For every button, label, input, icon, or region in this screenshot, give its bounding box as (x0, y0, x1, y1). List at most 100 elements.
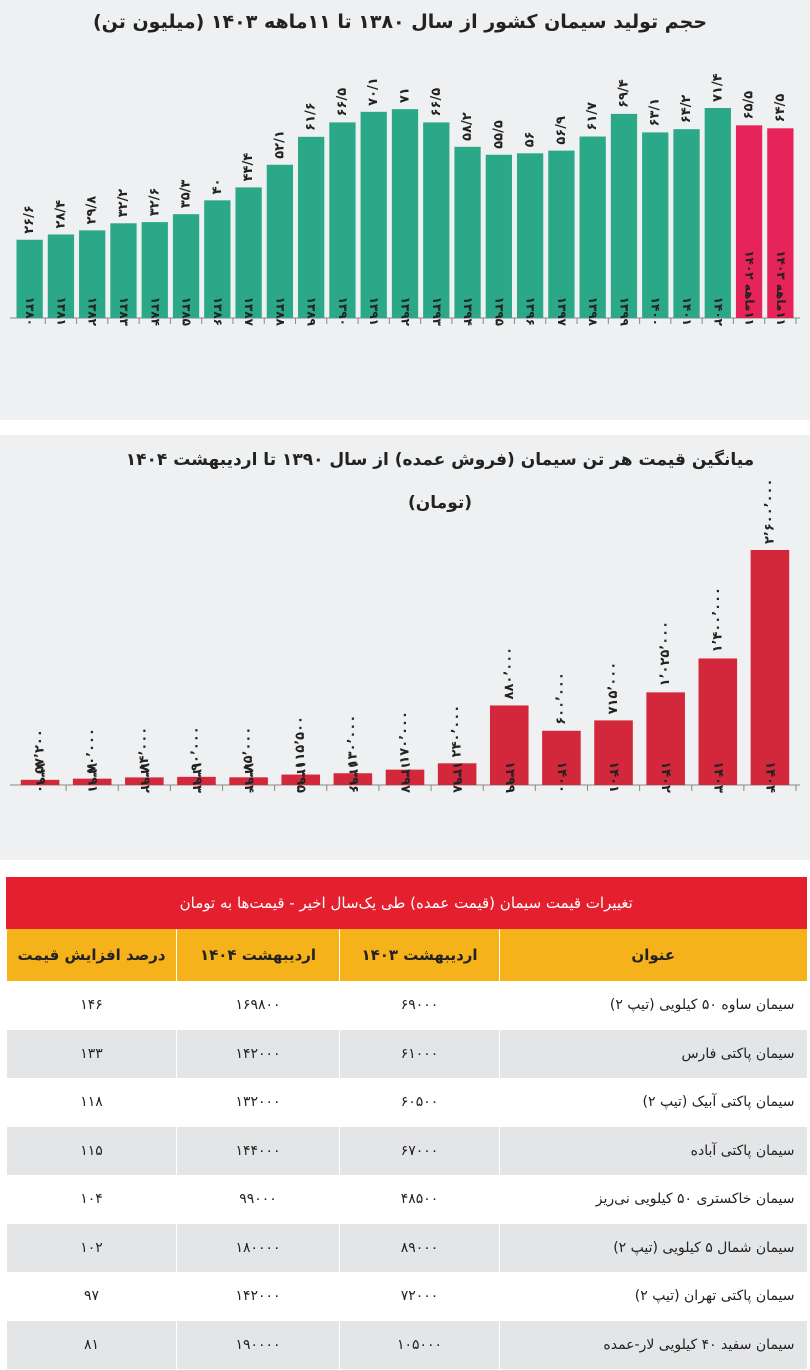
x-tick-label: ۱۴۰۱ (606, 761, 621, 793)
cell: ۱۸۰۰۰۰ (176, 1223, 340, 1272)
value-label: ۸۸۰٬۰۰۰ (502, 647, 517, 700)
table-body: سیمان ساوه ۵۰ کیلویی (تیپ ۲) ۶۹۰۰۰ ۱۶۹۸۰۰ ۱… (6, 981, 807, 1369)
x-tick-label: ۱۳۸۱ (54, 297, 68, 326)
bar (79, 230, 106, 318)
table-wrapper: تغییرات قیمت سیمان (قیمت عمده) طی یک‌سال… (6, 877, 807, 1369)
x-tick-label: ۱۳۹۰ (33, 761, 48, 793)
value-label: ۵۷٬۲۰۰ (33, 729, 48, 774)
value-label: ۳۲/۶ (147, 188, 162, 217)
cell: ۱۳۲۰۰۰ (176, 1078, 340, 1127)
x-tick-label: ۱۳۸۶ (211, 297, 225, 326)
bar (110, 223, 137, 318)
row-title: سیمان پاکتی تهران (تیپ ۲) (499, 1272, 807, 1321)
table-row: سیمان پاکتی آباده ۶۷۰۰۰ ۱۴۴۰۰۰ ۱۱۵ (6, 1126, 807, 1175)
x-tick-label: ۱۳۸۷ (242, 297, 256, 327)
value-label: ۲۸/۴ (53, 200, 68, 229)
value-label: ۶۶/۵ (335, 88, 350, 117)
x-tick-label: ۱۳۹۴ (461, 297, 475, 326)
bar (266, 164, 294, 318)
bar (329, 122, 356, 318)
x-tick-label: ۱۳۹۱ (367, 297, 381, 326)
value-label: ۷۱۵٬۰۰۰ (606, 662, 621, 715)
value-label: ۱٬۴۰۰٬۰۰۰ (710, 587, 725, 652)
x-tick-label: ۱۴۰۴ (762, 761, 777, 793)
bar (767, 128, 794, 318)
header-row: عنوان اردیبهشت ۱۴۰۳ اردیبهشت ۱۴۰۴ درصد افزا… (6, 929, 807, 981)
value-label: ۶۹/۴ (616, 79, 631, 108)
x-tick-label: ۱۳۹۶ (345, 761, 360, 793)
x-tick-label: ۱۴۰۰ (649, 297, 663, 326)
value-label: ۸۵٬۰۰۰ (241, 727, 256, 772)
x-tick-label: ۱۳۹۳ (430, 297, 444, 327)
column-header: عنوان (499, 929, 807, 981)
table-head: عنوان اردیبهشت ۱۴۰۳ اردیبهشت ۱۴۰۴ درصد افزا… (6, 929, 807, 981)
bar (72, 778, 112, 785)
row-title: سیمان پاکتی آبیک (تیپ ۲) (499, 1078, 807, 1127)
table-row: سیمان پاکتی آبیک (تیپ ۲) ۶۰۵۰۰ ۱۳۲۰۰۰ ۱۱۸ (6, 1078, 807, 1127)
x-tick-label: ۱۳۹۲ (137, 761, 152, 793)
row-title: سیمان ساوه ۵۰ کیلویی (تیپ ۲) (499, 981, 807, 1030)
x-tick-label: ۱۳۸۰ (23, 297, 37, 326)
cell: ۱۰۵۰۰۰ (339, 1320, 500, 1369)
value-label: ۶۶/۵ (429, 88, 444, 117)
x-tick-label: ۱۳۹۹ (502, 761, 517, 793)
cell: ۱۰۴ (6, 1175, 177, 1224)
cell: ۶۷۰۰۰ (339, 1126, 500, 1175)
x-tick-label: ۱۳۹۳ (189, 761, 204, 793)
table-title: تغییرات قیمت سیمان (قیمت عمده) طی یک‌سال… (6, 877, 807, 929)
value-label: ۷۰٬۰۰۰ (85, 728, 100, 773)
bar (704, 108, 731, 318)
value-label: ۲۹/۸ (85, 196, 100, 225)
bar (141, 222, 168, 318)
cell: ۱۱۸ (6, 1078, 177, 1127)
x-tick-label: ۱۳۹۸ (586, 297, 600, 327)
cell: ۶۰۵۰۰ (339, 1078, 500, 1127)
bar (485, 154, 512, 318)
x-tick-label: ۱۳۹۴ (241, 761, 256, 793)
row-title: سیمان پاکتی فارس (499, 1029, 807, 1078)
bar (391, 109, 419, 318)
cell: ۱۴۲۰۰۰ (176, 1272, 340, 1321)
x-tick-label: ۱۳۹۱ (85, 761, 100, 793)
value-label: ۱۷۰٬۰۰۰ (398, 711, 413, 764)
value-label: ۹۰٬۰۰۰ (189, 726, 204, 771)
x-tick-label: ۱۳۹۹ (617, 297, 631, 327)
bar (204, 200, 231, 318)
cell: ۱۱۵ (6, 1126, 177, 1175)
chart-subtitle: (تومان) (408, 493, 472, 513)
bar (750, 550, 790, 785)
bar (594, 720, 633, 785)
value-label: ۱۱۵٬۵۰۰ (293, 716, 308, 769)
value-label: ۴۰ (210, 178, 225, 194)
bar (489, 705, 529, 785)
bar (735, 125, 763, 319)
cell: ۶۱۰۰۰ (339, 1029, 500, 1078)
x-tick-label: ۱۳۹۵ (293, 761, 308, 793)
value-label: ۵۲/۱ (272, 130, 287, 159)
value-label: ۶۴/۲ (679, 95, 694, 124)
bar (454, 146, 481, 318)
x-tick-label: ۱۳۹۲ (399, 297, 413, 327)
cell: ۱۴۴۰۰۰ (176, 1126, 340, 1175)
table-row: سیمان پاکتی فارس ۶۱۰۰۰ ۱۴۲۰۰۰ ۱۳۳ (6, 1029, 807, 1078)
value-label: ۲٬۶۰۰٬۰۰۰ (762, 479, 777, 544)
panel-bg (0, 435, 810, 860)
cell: ۹۹۰۰۰ (176, 1175, 340, 1224)
x-tick-label: ۱۳۸۸ (273, 297, 287, 327)
x-tick-label: ۱۳۸۹ (305, 297, 319, 327)
bar (579, 136, 606, 318)
table-row: سیمان سفید ۴۰ کیلویی لار-عمده ۱۰۵۰۰۰ ۱۹۰۰۰… (6, 1320, 807, 1369)
bar (646, 692, 685, 785)
column-header: اردیبهشت ۱۴۰۳ (339, 929, 500, 981)
column-header: اردیبهشت ۱۴۰۴ (176, 929, 340, 981)
row-title: سیمان شمال ۵ کیلویی (تیپ ۲) (499, 1223, 807, 1272)
x-tick-label: ۱۳۹۶ (524, 297, 538, 326)
value-label: ۵۸/۲ (460, 112, 475, 141)
table-row: سیمان ساوه ۵۰ کیلویی (تیپ ۲) ۶۹۰۰۰ ۱۶۹۸۰۰ ۱… (6, 981, 807, 1030)
cell: ۱۶۹۸۰۰ (176, 981, 340, 1030)
cell: ۱۴۲۰۰۰ (176, 1029, 340, 1078)
value-label: ۱۳۰٬۰۰۰ (345, 715, 360, 768)
cell: ۶۹۰۰۰ (339, 981, 500, 1030)
value-label: ۲۴۰٬۰۰۰ (450, 705, 465, 758)
